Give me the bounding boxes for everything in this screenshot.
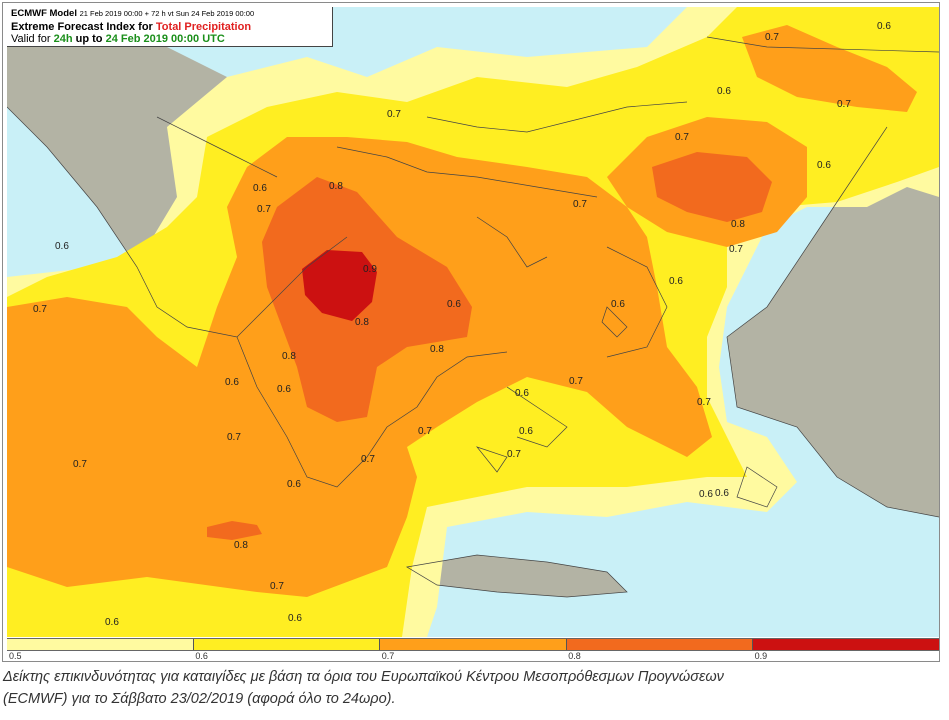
model-name: ECMWF Model <box>11 8 77 19</box>
run-info: 21 Feb 2019 00:00 + 72 h vt Sun 24 Feb 2… <box>79 9 255 18</box>
valid-date: 24 Feb 2019 00:00 UTC <box>105 33 225 45</box>
contour-label: 0.6 <box>515 388 529 399</box>
coastline-lines <box>7 36 939 598</box>
caption-line-2: (ECMWF) για το Σάββατο 23/02/2019 (αφορά… <box>3 691 396 707</box>
contour-label: 0.8 <box>234 540 248 551</box>
colorbar-tick-label: 0.8 <box>568 651 581 661</box>
contour-label: 0.6 <box>699 489 713 500</box>
contour-label: 0.6 <box>611 299 625 310</box>
contour-label: 0.7 <box>697 397 711 408</box>
contour-label: 0.7 <box>837 99 851 110</box>
contour-label: 0.6 <box>817 160 831 171</box>
efi-0-8-area-east <box>652 152 772 222</box>
colorbar-segment <box>7 639 194 650</box>
contour-label: 0.6 <box>287 479 301 490</box>
contour-label: 0.6 <box>447 299 461 310</box>
efi-0-8-area-south <box>207 521 262 540</box>
colorbar-tick-label: 0.6 <box>195 651 208 661</box>
map-title-box: ECMWF Model 21 Feb 2019 00:00 + 72 h vt … <box>7 7 333 47</box>
contour-label: 0.7 <box>418 426 432 437</box>
contour-label: 0.7 <box>73 459 87 470</box>
contour-label: 0.8 <box>355 317 369 328</box>
contour-label: 0.8 <box>430 344 444 355</box>
contour-label: 0.7 <box>765 32 779 43</box>
efi-0-7-area-north-east <box>742 25 917 112</box>
contour-label: 0.9 <box>363 264 377 275</box>
contour-label: 0.7 <box>270 581 284 592</box>
valid-middle: up to <box>75 33 103 45</box>
contour-label: 0.7 <box>729 244 743 255</box>
caption-line-1: Δείκτης επικινδυνότητας για καταιγίδες μ… <box>3 669 724 685</box>
contour-label: 0.6 <box>715 488 729 499</box>
contour-label: 0.6 <box>253 183 267 194</box>
map-canvas: 0.60.70.60.70.70.60.70.6 0.80.7 0.70.60.60… <box>7 7 939 637</box>
contour-label: 0.7 <box>361 454 375 465</box>
contour-label: 0.7 <box>257 204 271 215</box>
valid-line: Valid for 24h up to 24 Feb 2019 00:00 UT… <box>11 33 328 46</box>
colorbar-tick-label: 0.5 <box>9 651 22 661</box>
land-crete <box>407 555 627 597</box>
contour-labels: 0.60.70.60.70.70.60.70.6 0.80.7 0.70.60.60… <box>33 21 891 628</box>
contour-label: 0.6 <box>225 377 239 388</box>
contour-label: 0.6 <box>519 426 533 437</box>
land-north-east <box>47 7 939 517</box>
title-prefix: Extreme Forecast Index for <box>11 20 153 33</box>
contour-label: 0.7 <box>573 199 587 210</box>
title-variable: Total Precipitation <box>155 20 252 33</box>
contour-label: 0.7 <box>569 376 583 387</box>
contour-label: 0.8 <box>282 351 296 362</box>
contour-label: 0.8 <box>329 181 343 192</box>
colorbar-tick-label: 0.9 <box>754 651 768 661</box>
contour-label: 0.6 <box>277 384 291 395</box>
valid-period: 24h <box>53 33 73 45</box>
model-run-line: ECMWF Model 21 Feb 2019 00:00 + 72 h vt … <box>11 8 328 21</box>
colorbar-segment <box>753 639 939 650</box>
contour-label: 0.7 <box>33 304 47 315</box>
valid-prefix: Valid for <box>11 33 51 45</box>
colorbar-segment <box>380 639 567 650</box>
efi-0-9-area <box>302 250 377 321</box>
contour-label: 0.6 <box>669 276 683 287</box>
contour-label: 0.7 <box>227 432 241 443</box>
colorbar-tick-label: 0.7 <box>381 651 395 661</box>
contour-label: 0.7 <box>387 109 401 120</box>
contour-label: 0.6 <box>105 617 119 628</box>
contour-label: 0.6 <box>288 613 302 624</box>
contour-label: 0.7 <box>507 449 521 460</box>
contour-label: 0.8 <box>731 219 745 230</box>
colorbar-segment <box>566 639 754 650</box>
contour-label: 0.6 <box>55 241 69 252</box>
contour-label: 0.6 <box>877 21 891 32</box>
colorbar <box>7 638 939 651</box>
colorbar-segment <box>193 639 381 650</box>
contour-label: 0.6 <box>717 86 731 97</box>
figure-caption: Δείκτης επικινδυνότητας για καταιγίδες μ… <box>3 666 943 710</box>
contour-label: 0.7 <box>675 132 689 143</box>
title-line: Extreme Forecast Index for Total Precipi… <box>11 21 328 34</box>
efi-map: 0.6 0.7 0.6 0.7 0.7 0.6 0.7 0.6 0.8 0.7 0.7 0.6 0.6 0… <box>7 7 939 637</box>
